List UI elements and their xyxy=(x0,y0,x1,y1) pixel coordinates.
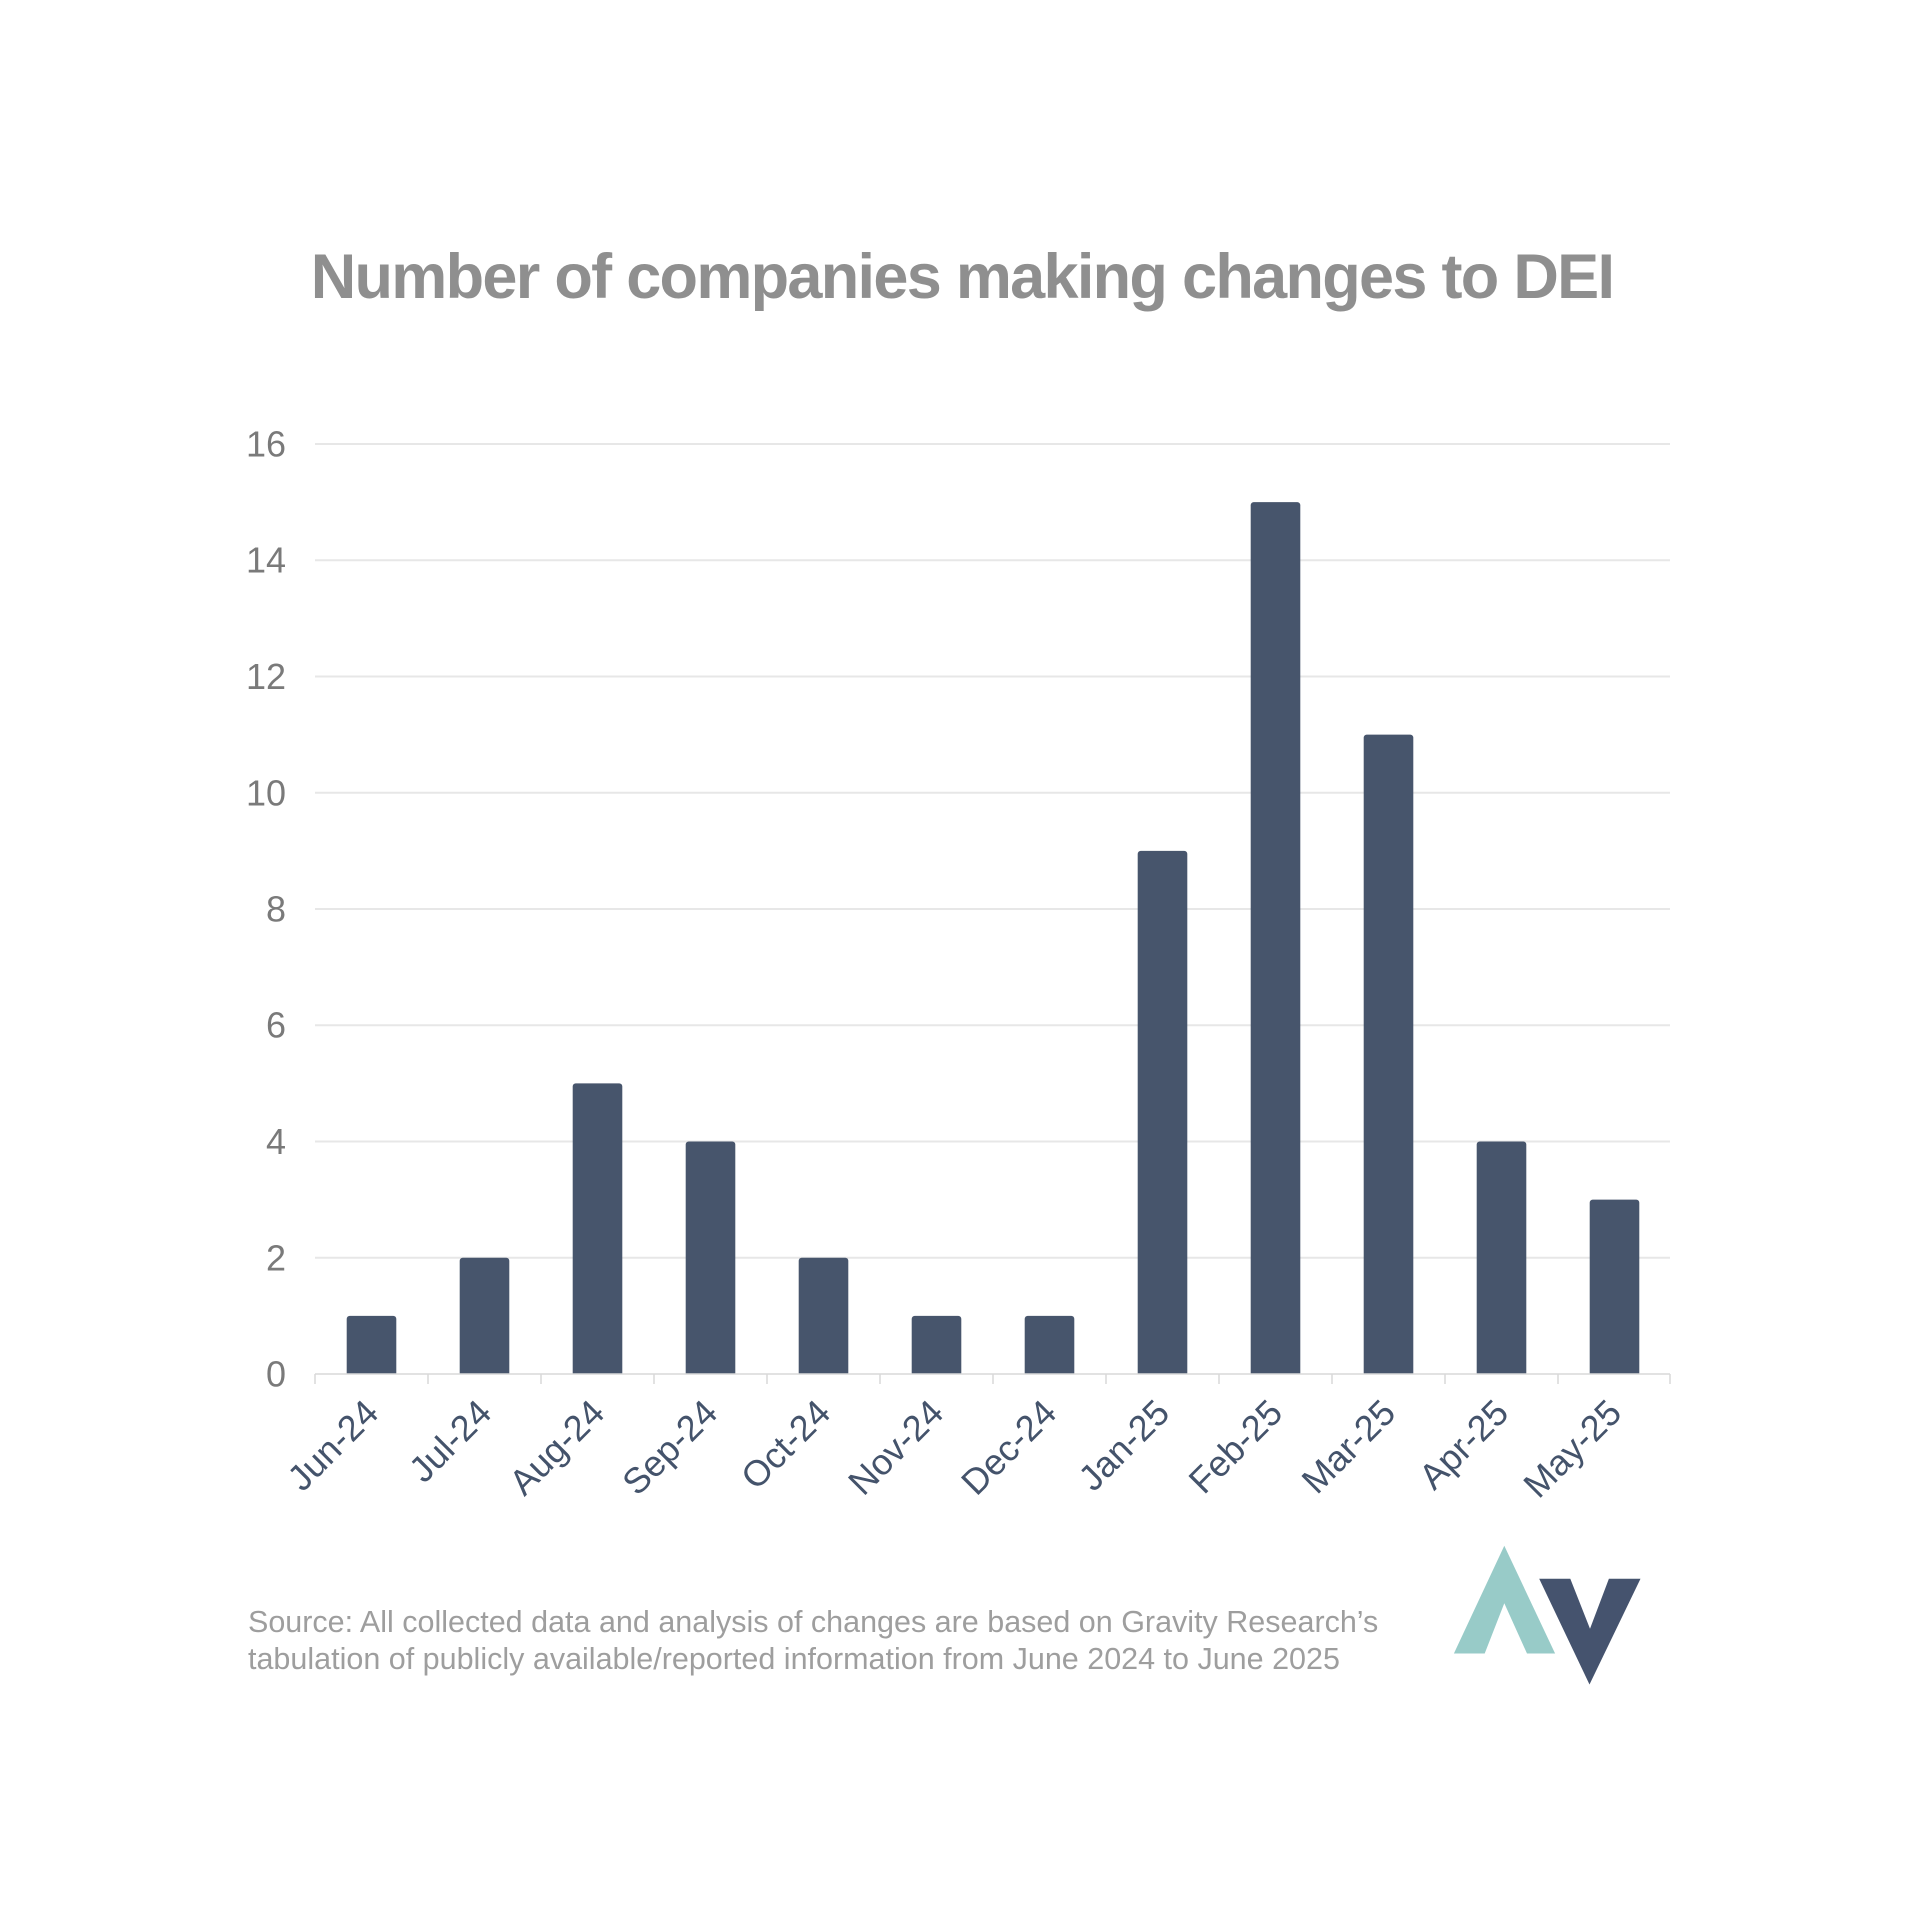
svg-text:12: 12 xyxy=(246,656,286,697)
svg-text:2: 2 xyxy=(266,1237,286,1278)
svg-text:16: 16 xyxy=(246,424,286,465)
svg-text:0: 0 xyxy=(266,1354,286,1395)
svg-text:Number of companies making cha: Number of companies making changes to DE… xyxy=(311,242,1614,312)
svg-text:tabulation of publicly availab: tabulation of publicly available/reporte… xyxy=(248,1642,1340,1676)
svg-text:6: 6 xyxy=(266,1005,286,1046)
svg-text:4: 4 xyxy=(266,1121,286,1162)
svg-text:10: 10 xyxy=(246,772,286,813)
svg-text:Source: All collected data and: Source: All collected data and analysis … xyxy=(248,1605,1378,1639)
svg-text:8: 8 xyxy=(266,889,286,930)
svg-text:14: 14 xyxy=(246,540,286,581)
